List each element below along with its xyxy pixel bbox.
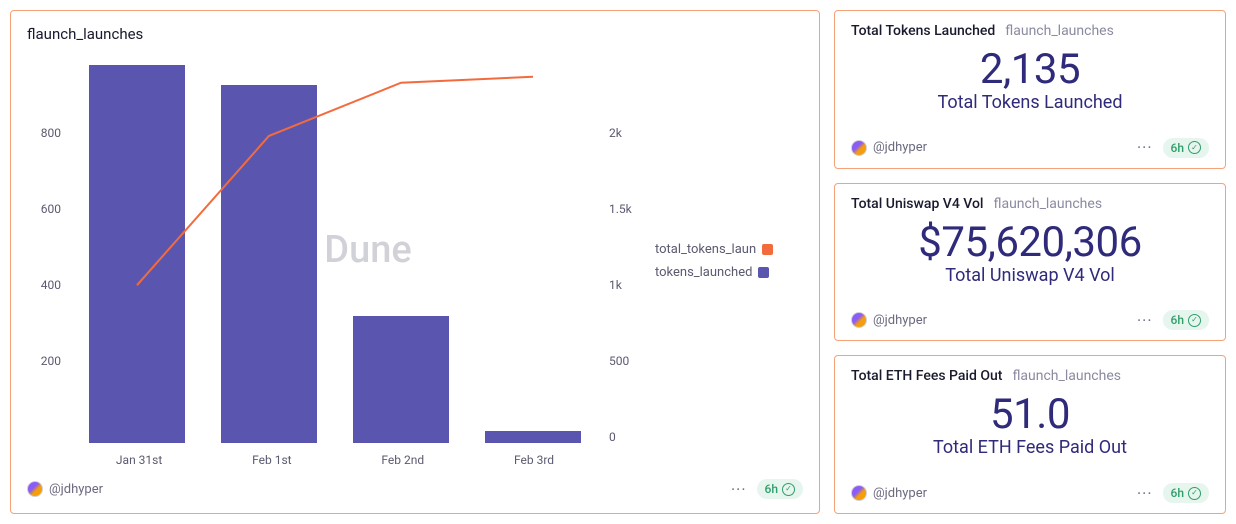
avatar-icon	[27, 481, 43, 497]
freshness-age: 6h	[1171, 141, 1185, 155]
y-right-tick: 500	[609, 355, 643, 367]
stat-title: Total Tokens Launched	[851, 23, 995, 39]
check-circle-icon: ✓	[1188, 487, 1201, 500]
bar[interactable]	[221, 85, 316, 443]
bar[interactable]	[353, 316, 448, 444]
stat-label: Total Uniswap V4 Vol	[851, 265, 1209, 286]
y-right-tick: 1k	[609, 279, 643, 291]
author-link[interactable]: @jdhyper	[27, 481, 103, 497]
stat-value: $75,620,306	[851, 218, 1209, 267]
y-left-tick: 800	[27, 127, 61, 139]
freshness-badge[interactable]: 6h ✓	[1163, 483, 1210, 503]
x-tick: Feb 1st	[252, 453, 291, 467]
legend-line-label: total_tokens_laun	[655, 242, 756, 257]
more-menu-button[interactable]: ···	[1137, 138, 1153, 157]
stat-title: Total Uniswap V4 Vol	[851, 196, 984, 212]
freshness-age: 6h	[765, 482, 779, 496]
chart-legend: total_tokens_laun tokens_launched	[643, 51, 803, 471]
bar[interactable]	[485, 431, 580, 443]
author-link[interactable]: @jdhyper	[851, 485, 927, 501]
stat-label: Total ETH Fees Paid Out	[851, 437, 1209, 458]
legend-swatch-icon	[762, 244, 773, 255]
freshness-badge[interactable]: 6h ✓	[1163, 310, 1210, 330]
freshness-badge[interactable]: 6h ✓	[757, 479, 804, 499]
side-cards: Total Tokens Launched flaunch_launches 2…	[834, 10, 1226, 514]
legend-bars-label: tokens_launched	[655, 265, 752, 280]
more-menu-button[interactable]: ···	[731, 480, 747, 499]
x-tick: Jan 31st	[116, 453, 162, 467]
author-handle: @jdhyper	[49, 482, 103, 497]
y-axis-left: - 800 600 400 200 -	[27, 51, 61, 443]
chart-title: flaunch_launches	[27, 25, 803, 43]
author-handle: @jdhyper	[873, 140, 927, 155]
more-menu-button[interactable]: ···	[1137, 484, 1153, 503]
check-circle-icon: ✓	[1188, 141, 1201, 154]
y-axis-right: - 2k 1.5k 1k 500 0	[609, 51, 643, 443]
check-circle-icon: ✓	[782, 483, 795, 496]
stat-subtitle: flaunch_launches	[994, 196, 1103, 212]
stat-subtitle: flaunch_launches	[1005, 23, 1114, 39]
stat-card-fees: Total ETH Fees Paid Out flaunch_launches…	[834, 355, 1226, 514]
plot-area: Dune	[71, 57, 599, 443]
freshness-age: 6h	[1171, 486, 1185, 500]
stat-subtitle: flaunch_launches	[1012, 368, 1121, 384]
y-left-tick: 600	[27, 203, 61, 215]
y-right-tick: 2k	[609, 127, 643, 139]
author-handle: @jdhyper	[873, 486, 927, 501]
freshness-badge[interactable]: 6h ✓	[1163, 138, 1210, 158]
stat-value: 51.0	[851, 390, 1209, 439]
avatar-icon	[851, 485, 867, 501]
y-left-tick: 200	[27, 355, 61, 367]
y-right-tick: 0	[609, 431, 643, 443]
author-link[interactable]: @jdhyper	[851, 312, 927, 328]
x-tick: Feb 2nd	[381, 453, 424, 467]
stat-card-volume: Total Uniswap V4 Vol flaunch_launches $7…	[834, 183, 1226, 342]
stat-value: 2,135	[851, 45, 1209, 94]
avatar-icon	[851, 140, 867, 156]
stat-title: Total ETH Fees Paid Out	[851, 368, 1002, 384]
stat-card-tokens: Total Tokens Launched flaunch_launches 2…	[834, 10, 1226, 169]
freshness-age: 6h	[1171, 313, 1185, 327]
legend-swatch-icon	[758, 267, 769, 278]
author-handle: @jdhyper	[873, 313, 927, 328]
legend-item-line[interactable]: total_tokens_laun	[655, 242, 803, 257]
legend-item-bars[interactable]: tokens_launched	[655, 265, 803, 280]
bar[interactable]	[89, 65, 184, 443]
card-footer: @jdhyper ··· 6h ✓	[27, 471, 803, 499]
y-left-tick: 400	[27, 279, 61, 291]
x-axis: Jan 31st Feb 1st Feb 2nd Feb 3rd	[71, 453, 599, 467]
more-menu-button[interactable]: ···	[1137, 311, 1153, 330]
y-right-tick: 1.5k	[609, 203, 643, 215]
author-link[interactable]: @jdhyper	[851, 140, 927, 156]
chart-card: flaunch_launches - 800 600 400 200 - - 2…	[10, 10, 820, 514]
check-circle-icon: ✓	[1188, 314, 1201, 327]
chart-plot: - 800 600 400 200 - - 2k 1.5k 1k 500 0	[27, 51, 643, 471]
chart-body: - 800 600 400 200 - - 2k 1.5k 1k 500 0	[27, 51, 803, 471]
avatar-icon	[851, 312, 867, 328]
x-tick: Feb 3rd	[514, 453, 554, 467]
stat-label: Total Tokens Launched	[851, 92, 1209, 113]
